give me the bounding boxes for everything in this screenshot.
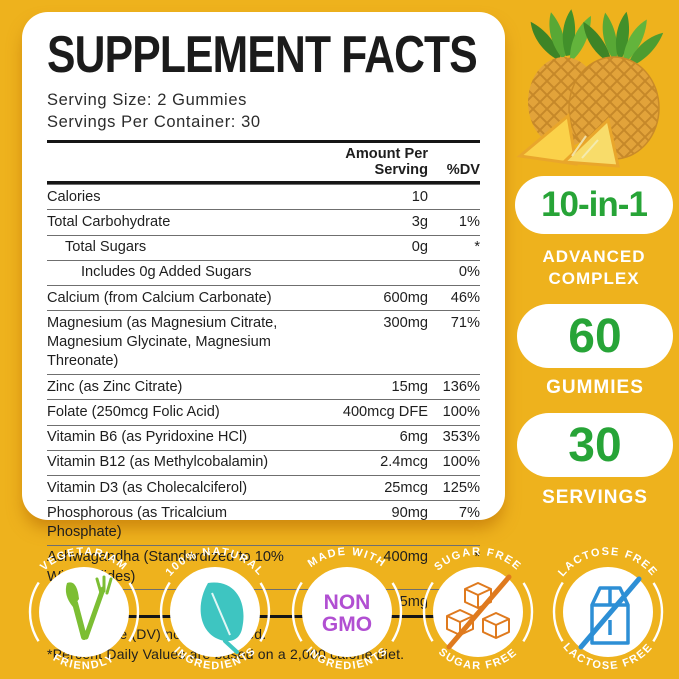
servings-count-pill: 30 xyxy=(517,413,673,477)
nutrient-name: Includes 0g Added Sugars xyxy=(81,264,252,281)
sugar-cubes-crossed-icon xyxy=(446,574,512,650)
nutrient-row: Total Sugars 0g * xyxy=(47,234,480,260)
nutrient-row: Vitamin D3 (as Cholecalciferol) 25mcg 12… xyxy=(47,475,480,500)
gummies-label: GUMMIES xyxy=(546,377,644,398)
facts-table: Amount Per Serving %DV Calories 10 Total… xyxy=(47,140,480,664)
nutrient-amount: 600mg xyxy=(383,289,428,306)
nutrient-name: Phosphorous (as Tricalcium Phosphate) xyxy=(47,504,228,541)
nutrient-amount: 10 xyxy=(411,188,428,205)
non-gmo-icon: NON GMO xyxy=(322,591,372,636)
seal-arc xyxy=(422,556,534,668)
ten-in-one-text: 10-in-1 xyxy=(541,185,648,224)
header-amount-per-serving: Amount Per Serving xyxy=(345,146,428,179)
nutrient-amount: 5mg xyxy=(399,593,428,610)
nutrient-row: Calcium (from Calcium Carbonate) 600mg 4… xyxy=(47,285,480,310)
svg-text:MADE WITH: MADE WITH xyxy=(306,546,388,570)
nutrient-dv: 71% xyxy=(450,314,480,331)
serving-size: Serving Size: 2 Gummies xyxy=(47,90,247,109)
nutrient-row: Vitamin B6 (as Pyridoxine HCl) 6mg 353% xyxy=(47,424,480,450)
badge-vegetarian-friendly: VEGETARIAM FRIENDLY xyxy=(28,546,140,672)
nutrient-row: Magnesium (as Magnesium Citrate, Magnesi… xyxy=(47,310,480,374)
badge-non-gmo: MADE WITH INGREDIENTS NON GMO xyxy=(291,546,403,672)
servings-label: SERVINGS xyxy=(542,487,648,508)
nutrient-amount: 25mcg xyxy=(384,479,428,496)
leaf-icon xyxy=(200,582,244,654)
badge-sugar-free: SUGAR FREE SUGAR FREE xyxy=(422,546,534,672)
seal-circle xyxy=(39,567,129,657)
nutrient-dv: 136% xyxy=(442,378,480,395)
nutrient-amount: 3g xyxy=(411,213,428,230)
badge-lactose-free: LACTOSE FREE LACTOSE FREE xyxy=(552,546,664,672)
nutrient-row: Vitamin B12 (as Methylcobalamin) 2.4mcg … xyxy=(47,449,480,475)
nutrient-dv: 46% xyxy=(450,289,480,306)
servings-per-container: Servings Per Container: 30 xyxy=(47,112,261,131)
ten-in-one-pill: 10-in-1 xyxy=(515,176,673,234)
seal-arc xyxy=(28,556,140,668)
non-gmo-line1: NON xyxy=(324,591,371,614)
facts-table-header: Amount Per Serving %DV xyxy=(47,140,480,185)
nutrient-name: Calories xyxy=(47,188,101,205)
seal-circle xyxy=(302,567,392,657)
nutrient-amount: 2.4mcg xyxy=(380,454,428,471)
pineapple-image xyxy=(516,8,668,168)
nutrient-dv: 1% xyxy=(458,213,480,230)
nutrient-dv: * xyxy=(474,239,480,256)
nutrient-name: Folate (250mcg Folic Acid) xyxy=(47,403,220,420)
nutrient-name: Zinc (as Zinc Citrate) xyxy=(47,378,183,395)
nutrient-row: Calories 10 xyxy=(47,184,480,209)
nutrient-dv: 125% xyxy=(442,479,480,496)
nutrient-dv: 100% xyxy=(442,454,480,471)
complex-text: COMPLEX xyxy=(548,269,640,289)
header-dv: %DV xyxy=(446,162,480,179)
nutrient-amount: 90mg xyxy=(391,504,428,521)
nutrient-amount: 15mg xyxy=(391,378,428,395)
nutrient-name: Total Sugars xyxy=(65,239,147,256)
nutrient-name: Vitamin B6 (as Pyridoxine HCl) xyxy=(47,429,248,446)
servings-count-text: 30 xyxy=(568,418,622,472)
non-gmo-line2: GMO xyxy=(322,613,372,636)
nutrient-row: Zinc (as Zinc Citrate) 15mg 136% xyxy=(47,374,480,399)
seal-arc xyxy=(552,556,664,668)
nutrient-dv: 0% xyxy=(458,264,480,281)
advanced-text: ADVANCED xyxy=(542,247,646,266)
nutrient-dv: 100% xyxy=(442,403,480,420)
seal-arc xyxy=(291,556,403,668)
badge-top-text: MADE WITH xyxy=(306,546,387,570)
nutrient-amount: 300mg xyxy=(383,314,428,331)
nutrient-dv: 7% xyxy=(458,504,480,521)
supplement-facts-panel: SUPPLEMENT FACTS Serving Size: 2 Gummies… xyxy=(22,12,505,662)
badge-100-natural: 100% NATURAL INGREDIENTS xyxy=(159,546,271,672)
milk-carton-crossed-icon xyxy=(578,576,642,650)
nutrient-amount: 6mg xyxy=(399,429,428,446)
vegetarian-v-icon xyxy=(65,575,113,640)
nutrient-amount: 400mg xyxy=(383,549,428,566)
nutrient-dv: * xyxy=(474,549,480,566)
gummies-count-text: 60 xyxy=(568,309,622,363)
nutrient-name: Vitamin B12 (as Methylcobalamin) xyxy=(47,454,269,471)
nutrient-row: Folate (250mcg Folic Acid) 400mcg DFE 10… xyxy=(47,399,480,424)
panel-title: SUPPLEMENT FACTS xyxy=(47,26,478,84)
gummies-count-pill: 60 xyxy=(517,304,673,368)
nutrient-amount: 400mcg DFE xyxy=(342,403,428,420)
pineapple-slices-icon xyxy=(516,113,620,168)
nutrient-name: Calcium (from Calcium Carbonate) xyxy=(47,289,272,306)
seal-arc xyxy=(159,556,271,668)
nutrient-dv: 353% xyxy=(442,429,480,446)
advanced-complex-label: ADVANCED COMPLEX xyxy=(515,246,673,290)
nutrient-amount: 0g xyxy=(411,239,428,256)
nutrient-name: Total Carbohydrate xyxy=(47,213,171,230)
nutrient-name: Vitamin D3 (as Cholecalciferol) xyxy=(47,479,248,496)
nutrient-row: Total Carbohydrate 3g 1% xyxy=(47,209,480,234)
nutrient-name: Magnesium (as Magnesium Citrate, Magnesi… xyxy=(47,314,278,370)
nutrient-row: Includes 0g Added Sugars 0% xyxy=(47,259,480,285)
nutrient-row: Phosphorous (as Tricalcium Phosphate) 90… xyxy=(47,500,480,545)
